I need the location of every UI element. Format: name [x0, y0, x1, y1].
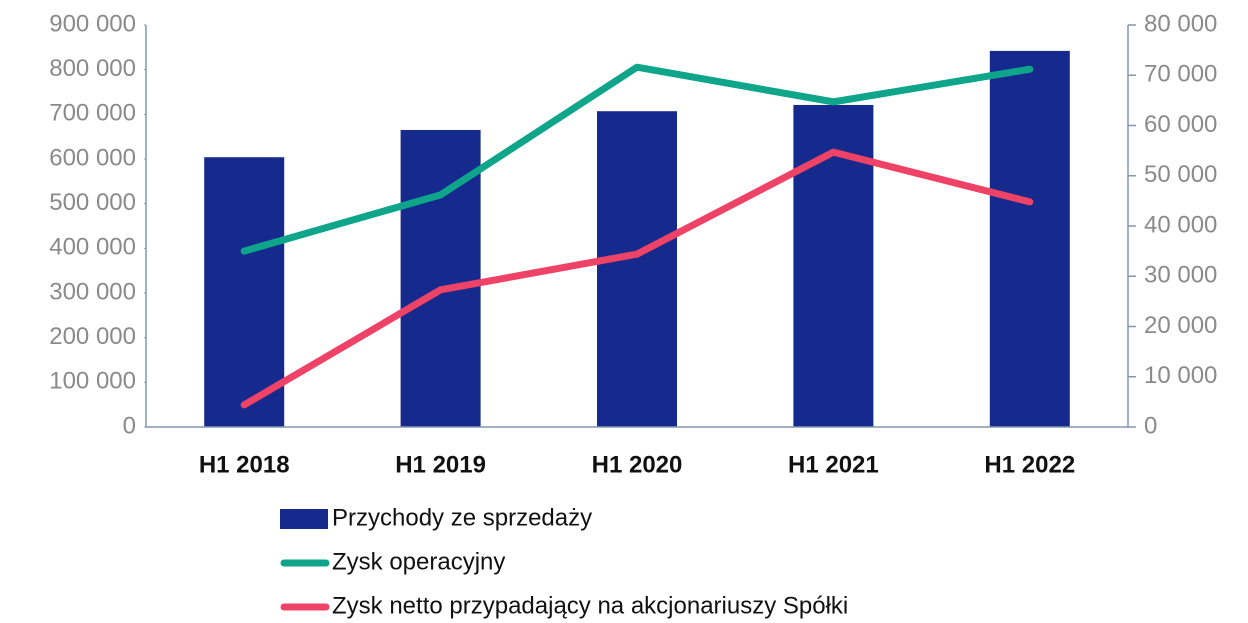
x-tick-label: H1 2019 — [395, 451, 486, 478]
line — [240, 148, 1034, 409]
y2-tick-label: 10 000 — [1144, 362, 1217, 389]
y-tick-label: 600 000 — [49, 144, 136, 171]
y-tick-label: 100 000 — [49, 368, 136, 395]
line — [240, 63, 1034, 255]
legend-label: Zysk operacyjny — [332, 548, 505, 575]
y2-tick-label: 0 — [1144, 412, 1157, 439]
bar — [204, 157, 285, 428]
y-tick-label: 500 000 — [49, 189, 136, 216]
y2-tick-label: 20 000 — [1144, 312, 1217, 339]
x-tick-label: H1 2020 — [592, 451, 683, 478]
y2-tick-label: 80 000 — [1144, 10, 1217, 37]
x-tick-label: H1 2022 — [984, 451, 1075, 478]
y2-tick-label: 60 000 — [1144, 111, 1217, 138]
y-tick-label: 900 000 — [49, 10, 136, 37]
x-tick-label: H1 2018 — [199, 451, 290, 478]
y-tick-label: 800 000 — [49, 55, 136, 82]
bar — [597, 111, 677, 427]
y-tick-label: 300 000 — [49, 278, 136, 305]
legend-label: Przychody ze sprzedaży — [332, 504, 592, 531]
y2-tick-label: 30 000 — [1144, 262, 1217, 289]
y2-tick-label: 50 000 — [1144, 161, 1217, 188]
bar — [989, 50, 1070, 427]
y-tick-label: 400 000 — [49, 234, 136, 261]
y2-tick-label: 70 000 — [1144, 61, 1217, 88]
y-tick-label: 700 000 — [49, 100, 136, 127]
legend-swatch — [280, 509, 328, 529]
y2-tick-label: 40 000 — [1144, 211, 1217, 238]
y-tick-label: 0 — [123, 412, 136, 439]
x-tick-label: H1 2021 — [788, 451, 879, 478]
y-tick-label: 200 000 — [49, 323, 136, 350]
legend-label: Zysk netto przypadający na akcjonariuszy… — [332, 592, 848, 619]
